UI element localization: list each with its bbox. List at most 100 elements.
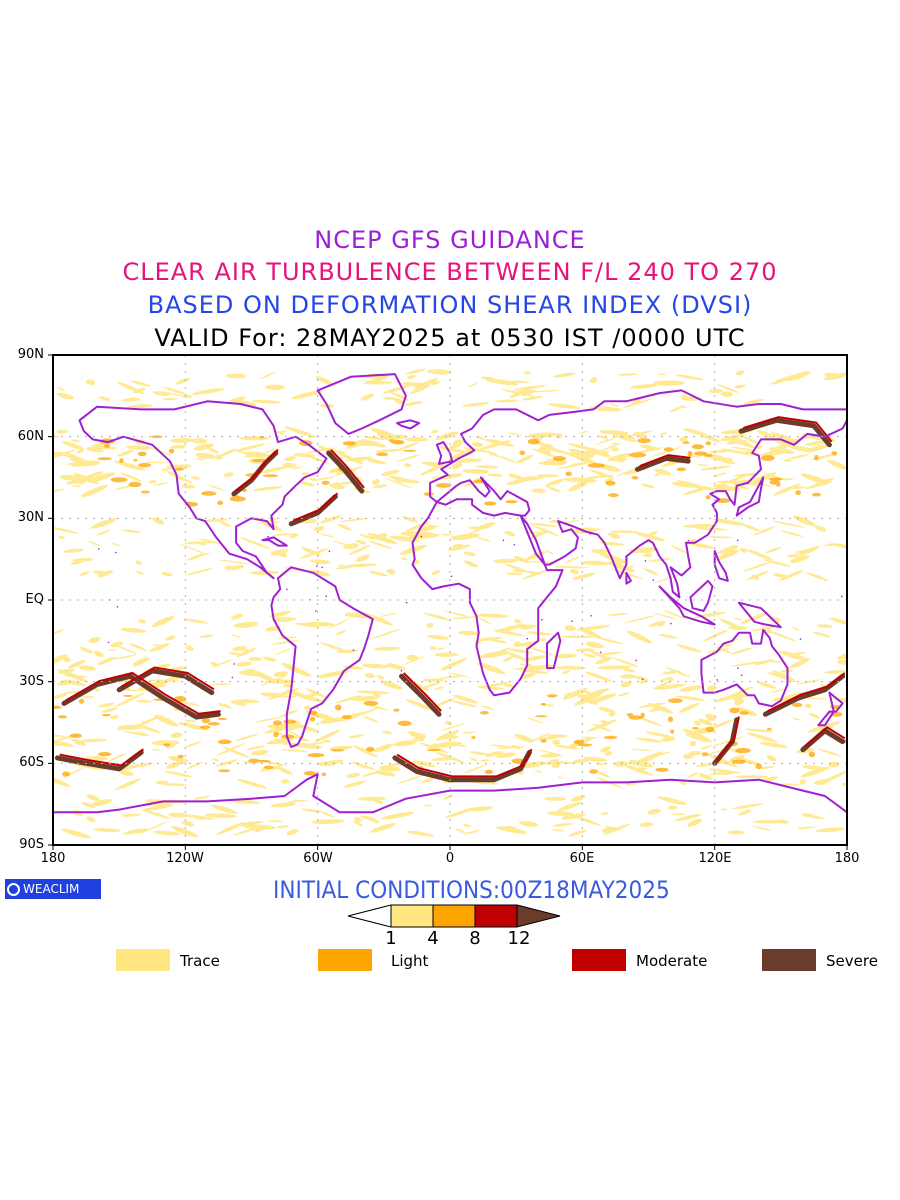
light-patch: [663, 447, 674, 452]
trace-patch: [70, 561, 83, 565]
trace-patch: [182, 394, 193, 399]
severe-band: [61, 673, 221, 720]
light-patch: [151, 435, 163, 438]
trace-patch: [275, 648, 291, 656]
trace-patch: [716, 384, 739, 393]
trace-patch: [408, 730, 420, 737]
trace-patch: [527, 631, 553, 636]
trace-patch: [608, 712, 616, 717]
initial-conditions: INITIAL CONDITIONS:00Z18MAY2025: [273, 876, 670, 904]
light-patch: [640, 712, 645, 718]
light-patch: [435, 483, 451, 488]
trace-patch: [349, 441, 378, 446]
trace-patch: [327, 619, 350, 629]
trace-patch: [308, 570, 330, 577]
weaclim-logo: WEACLIM: [5, 879, 101, 899]
trace-patch: [226, 565, 245, 571]
trace-patch: [812, 631, 831, 638]
coast-new-guinea: [737, 601, 782, 629]
light-patch: [119, 458, 124, 464]
trace-patch: [783, 459, 793, 462]
trace-patch: [585, 641, 605, 649]
trace-patch: [458, 458, 482, 463]
trace-patch: [333, 450, 347, 454]
trace-patch: [647, 808, 661, 815]
trace-patch: [347, 707, 380, 719]
moderate-band: [743, 416, 833, 443]
trace-patch: [421, 777, 434, 784]
trace-patch: [635, 737, 664, 743]
trace-patch: [230, 613, 244, 620]
trace-patch: [709, 449, 733, 453]
trace-patch: [81, 802, 96, 808]
trace-patch: [600, 812, 609, 816]
light-patch: [603, 735, 618, 740]
trace-patch: [622, 398, 653, 409]
moderate-band: [402, 672, 442, 712]
trace-patch: [816, 624, 833, 628]
trace-patch: [191, 438, 208, 444]
trace-patch: [362, 771, 382, 777]
trace-patch: [440, 657, 467, 671]
trace-patch: [60, 828, 92, 839]
trace-patch: [123, 828, 149, 835]
island-dot: [541, 618, 543, 621]
light-patch: [199, 725, 211, 729]
trace-patch: [557, 776, 564, 779]
trace-patch: [630, 547, 660, 554]
trace-patch: [53, 734, 66, 737]
trace-patch: [682, 487, 709, 496]
moderate-band: [65, 671, 221, 715]
trace-patch: [291, 390, 324, 400]
trace-patch: [659, 634, 678, 639]
trace-patch: [546, 811, 574, 816]
coast-south-america: [270, 566, 374, 748]
trace-patch: [59, 474, 79, 481]
trace-patch: [372, 484, 388, 489]
island-dot: [670, 622, 672, 625]
trace-patch: [274, 550, 287, 558]
trace-patch: [355, 554, 370, 562]
lon-label-120w: 120W: [166, 851, 204, 866]
trace-patch: [636, 716, 663, 727]
legend-swatch-moderate: [572, 949, 626, 971]
trace-patch: [113, 484, 134, 491]
light-patch: [519, 450, 526, 456]
trace-patch: [601, 826, 619, 833]
trace-patch: [806, 814, 825, 820]
trace-patch: [126, 445, 152, 451]
trace-patch: [549, 519, 559, 523]
trace-patch: [455, 828, 466, 834]
severe-band: [326, 450, 365, 494]
trace-patch: [598, 706, 616, 713]
trace-patch: [720, 391, 734, 397]
trace-patch: [598, 552, 628, 564]
trace-patch: [431, 476, 439, 480]
trace-patch: [405, 368, 427, 375]
trace-patch: [475, 636, 503, 642]
trace-patch: [132, 657, 150, 667]
trace-patch: [733, 617, 743, 621]
trace-patch: [659, 678, 669, 682]
trace-patch: [617, 692, 630, 697]
light-patch: [262, 474, 279, 478]
light-patch: [534, 715, 548, 718]
light-patch: [687, 450, 693, 457]
light-patch: [177, 754, 184, 759]
trace-patch: [218, 703, 232, 709]
trace-patch: [756, 445, 763, 450]
trace-patch: [438, 723, 466, 732]
trace-patch: [518, 821, 539, 827]
trace-patch: [362, 815, 378, 822]
trace-patch: [503, 825, 517, 831]
light-patch: [808, 751, 816, 758]
trace-patch: [53, 693, 68, 700]
trace-patch: [647, 558, 672, 562]
trace-patch: [719, 618, 741, 629]
island-dot: [450, 575, 453, 578]
trace-patch: [613, 761, 629, 767]
trace-patch: [352, 821, 364, 827]
trace-patch: [301, 741, 329, 746]
trace-patch: [447, 672, 470, 678]
trace-patch: [439, 735, 459, 740]
